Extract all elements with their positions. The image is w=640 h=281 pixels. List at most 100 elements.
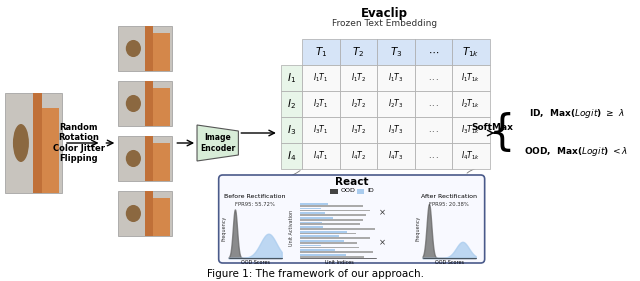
Bar [300, 256, 364, 258]
Text: $I_3T_2$: $I_3T_2$ [351, 124, 366, 136]
Bar [415, 143, 452, 169]
Bar [281, 91, 303, 117]
Bar [118, 136, 172, 181]
Text: $T_1$: $T_1$ [315, 45, 327, 59]
Text: $I_4T_2$: $I_4T_2$ [351, 150, 366, 162]
Text: $I_1T_{1k}$: $I_1T_{1k}$ [461, 72, 481, 84]
Text: Random
Rotation
Color Jitter
Flipping: Random Rotation Color Jitter Flipping [53, 123, 105, 163]
Text: Frequency: Frequency [415, 215, 420, 241]
Text: $T_{1k}$: $T_{1k}$ [462, 45, 479, 59]
Text: $I_2T_{1k}$: $I_2T_{1k}$ [461, 98, 481, 110]
Text: ID,  Max($\it{Logit}$) $\geq$ $\lambda$: ID, Max($\it{Logit}$) $\geq$ $\lambda$ [529, 108, 624, 121]
Bar [330, 189, 338, 194]
Bar [300, 249, 335, 251]
Text: $I_3T_1$: $I_3T_1$ [314, 124, 329, 136]
Text: $I_4T_1$: $I_4T_1$ [314, 150, 329, 162]
Bar [340, 65, 378, 91]
Bar [118, 81, 172, 126]
Text: $I_2$: $I_2$ [287, 97, 296, 111]
Bar [303, 91, 340, 117]
Bar [300, 205, 362, 207]
Ellipse shape [126, 150, 141, 167]
Bar [340, 143, 378, 169]
Bar [452, 143, 490, 169]
Bar [452, 91, 490, 117]
Text: $I_4$: $I_4$ [287, 149, 296, 163]
Text: Frozen Text Embedding: Frozen Text Embedding [332, 19, 436, 28]
Bar [340, 91, 378, 117]
Bar [300, 203, 328, 205]
Bar [300, 231, 347, 232]
Bar [300, 235, 339, 237]
FancyBboxPatch shape [219, 175, 484, 263]
Text: $\times$: $\times$ [378, 208, 386, 218]
Text: $I_4T_{1k}$: $I_4T_{1k}$ [461, 150, 481, 162]
Text: $I_2T_2$: $I_2T_2$ [351, 98, 366, 110]
Text: FPR95: 20.38%: FPR95: 20.38% [429, 201, 469, 207]
Text: $T_3$: $T_3$ [390, 45, 402, 59]
Bar [415, 91, 452, 117]
Bar [452, 39, 490, 65]
Bar [300, 214, 366, 216]
Bar [452, 65, 490, 91]
Text: $I_1T_2$: $I_1T_2$ [351, 72, 366, 84]
Text: SoftMax: SoftMax [471, 123, 513, 132]
Bar [300, 226, 323, 228]
Bar [415, 117, 452, 143]
Bar [145, 198, 170, 236]
Bar [300, 228, 375, 230]
Bar [145, 88, 170, 126]
Bar [300, 233, 356, 234]
Text: OOD: OOD [341, 189, 356, 194]
Text: $I_1T_1$: $I_1T_1$ [314, 72, 329, 84]
Bar [5, 93, 62, 193]
Text: Before Rectification: Before Rectification [225, 194, 286, 200]
Bar [378, 143, 415, 169]
Ellipse shape [126, 40, 141, 57]
Bar [415, 39, 452, 65]
Text: OOD,  Max($\it{Logit}$) $< \lambda$: OOD, Max($\it{Logit}$) $< \lambda$ [524, 144, 628, 157]
Bar [300, 219, 363, 221]
Bar [118, 191, 172, 236]
Bar [303, 143, 340, 169]
Bar [303, 39, 340, 65]
Text: FPR95: 55.72%: FPR95: 55.72% [235, 201, 275, 207]
Text: $\times$: $\times$ [378, 238, 386, 248]
Bar [378, 65, 415, 91]
Bar [145, 26, 154, 71]
Ellipse shape [126, 205, 141, 222]
Text: $I_2T_3$: $I_2T_3$ [388, 98, 404, 110]
Bar [300, 212, 325, 214]
Text: React: React [335, 177, 369, 187]
Text: $I_2T_1$: $I_2T_1$ [314, 98, 329, 110]
Bar [300, 217, 333, 219]
Text: Unit Indices: Unit Indices [326, 259, 354, 264]
Polygon shape [197, 125, 238, 161]
Text: After Rectification: After Rectification [421, 194, 477, 200]
Text: $\cdots$: $\cdots$ [428, 47, 439, 57]
Text: $...$: $...$ [428, 74, 439, 83]
Bar [145, 136, 154, 181]
Bar [33, 108, 60, 193]
Text: Unit Activation: Unit Activation [289, 210, 294, 246]
Text: $I_1T_3$: $I_1T_3$ [388, 72, 404, 84]
Bar [300, 245, 321, 246]
Text: $T_2$: $T_2$ [353, 45, 365, 59]
Ellipse shape [13, 124, 29, 162]
Text: Frequency: Frequency [221, 215, 226, 241]
Bar [145, 33, 170, 71]
Text: {: { [489, 112, 516, 154]
Bar [281, 65, 303, 91]
Ellipse shape [126, 95, 141, 112]
Bar [356, 189, 364, 194]
Text: Image
Encoder: Image Encoder [200, 133, 236, 153]
Bar [303, 117, 340, 143]
Text: Figure 1: The framework of our approach.: Figure 1: The framework of our approach. [207, 269, 424, 279]
Bar [300, 254, 346, 256]
Bar [300, 210, 370, 211]
Text: $I_4T_3$: $I_4T_3$ [388, 150, 404, 162]
Bar [303, 65, 340, 91]
Bar [378, 39, 415, 65]
Text: OOD Scores: OOD Scores [435, 259, 464, 264]
Bar [415, 65, 452, 91]
